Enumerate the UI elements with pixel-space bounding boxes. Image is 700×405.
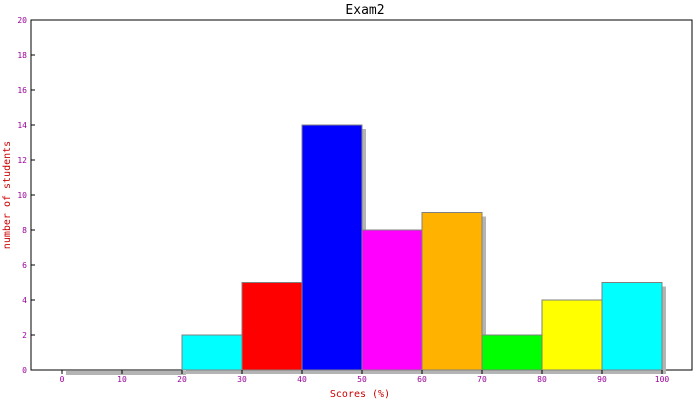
y-tick-label: 6	[22, 261, 27, 270]
x-tick-label: 70	[477, 375, 487, 384]
bar-20-30	[181, 334, 243, 371]
y-tick-label: 14	[17, 121, 27, 130]
y-tick-label: 12	[17, 156, 27, 165]
bar-shadow	[126, 371, 186, 375]
y-axis-label: number of students	[2, 141, 13, 249]
x-tick-label: 80	[537, 375, 547, 384]
y-tick-label: 8	[22, 226, 27, 235]
bar-40-50	[301, 124, 363, 371]
chart-title: Exam2	[345, 3, 384, 18]
y-tick-label: 20	[17, 16, 27, 25]
x-tick-label: 0	[60, 375, 65, 384]
bar-60-70	[421, 212, 483, 371]
x-tick-label: 100	[655, 375, 670, 384]
bar-70-80	[481, 334, 543, 371]
bar-50-60	[361, 229, 423, 371]
x-tick-label: 10	[117, 375, 127, 384]
x-tick-label: 40	[297, 375, 307, 384]
x-tick-label: 90	[597, 375, 607, 384]
y-tick-label: 2	[22, 331, 27, 340]
x-tick-label: 20	[177, 375, 187, 384]
bar-30-40	[241, 282, 303, 371]
y-axis: 0 2 4 6 8 10 12 14 16 18 20	[17, 16, 35, 375]
y-tick-label: 18	[17, 51, 27, 60]
x-tick-label: 50	[357, 375, 367, 384]
bar-layer	[62, 124, 663, 371]
x-tick-label: 60	[417, 375, 427, 384]
y-tick-label: 0	[22, 366, 27, 375]
y-tick-label: 4	[22, 296, 27, 305]
bar-80-90	[541, 299, 603, 371]
bar-90-100	[601, 282, 663, 371]
y-tick-label: 10	[17, 191, 27, 200]
bar-shadow	[66, 371, 126, 375]
x-axis: 0 10 20 30 40 50 60 70 80 90 100	[60, 370, 670, 384]
y-tick-label: 16	[17, 86, 27, 95]
x-axis-label: Scores (%)	[330, 389, 390, 400]
x-tick-label: 30	[237, 375, 247, 384]
